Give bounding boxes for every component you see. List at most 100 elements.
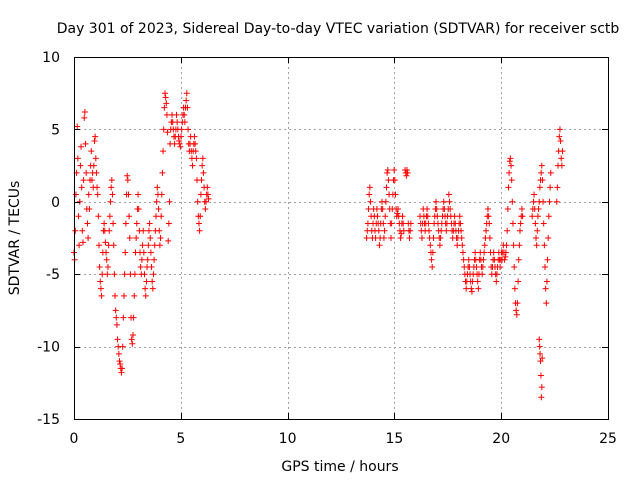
data-point <box>153 198 160 205</box>
data-point <box>383 184 390 191</box>
data-point <box>406 235 413 241</box>
data-point <box>463 285 470 292</box>
data-point <box>164 129 171 136</box>
data-point <box>540 220 547 227</box>
data-point <box>147 235 154 241</box>
data-point <box>176 137 183 144</box>
data-point <box>81 109 88 116</box>
data-point <box>137 263 144 270</box>
data-point <box>366 184 373 191</box>
data-point <box>407 220 414 227</box>
data-point <box>554 184 561 191</box>
data-point <box>479 271 486 278</box>
data-point <box>481 249 488 256</box>
data-point <box>184 104 191 111</box>
data-point <box>556 126 563 133</box>
data-point <box>530 198 537 205</box>
data-point <box>445 191 452 198</box>
data-point <box>547 169 554 176</box>
data-point <box>88 148 95 155</box>
data-point <box>425 220 432 227</box>
data-point <box>485 213 492 220</box>
data-point <box>541 242 548 249</box>
y-tick-label: -5 <box>46 267 60 283</box>
data-point <box>202 206 209 213</box>
data-point <box>159 169 166 176</box>
data-point <box>486 235 493 241</box>
data-point <box>479 263 486 270</box>
grid <box>74 57 608 419</box>
data-point <box>537 350 544 357</box>
data-point <box>91 137 98 144</box>
data-point <box>101 220 108 227</box>
data-point <box>382 198 389 205</box>
data-point <box>165 237 172 244</box>
data-point <box>553 198 560 205</box>
data-point <box>120 314 127 321</box>
data-point <box>539 177 546 184</box>
data-point <box>74 123 81 130</box>
data-point <box>430 235 437 241</box>
data-point <box>106 227 113 234</box>
data-point <box>404 166 411 173</box>
data-point <box>195 220 202 227</box>
data-point <box>513 307 520 314</box>
data-point <box>98 292 105 299</box>
data-point <box>398 230 405 237</box>
data-point <box>163 100 170 107</box>
data-point <box>517 220 524 227</box>
data-point <box>150 271 157 278</box>
data-point <box>538 394 545 401</box>
data-point <box>474 278 481 285</box>
data-point <box>177 143 184 150</box>
data-point <box>121 271 128 278</box>
data-point <box>451 213 458 220</box>
data-point <box>538 162 545 169</box>
data-point <box>203 198 210 205</box>
data-point <box>440 198 447 205</box>
data-point <box>113 321 120 328</box>
data-point <box>458 227 465 234</box>
data-point <box>183 97 190 104</box>
data-point <box>161 104 168 111</box>
data-point <box>558 162 565 169</box>
data-point <box>142 285 149 292</box>
data-point <box>557 137 564 144</box>
data-point <box>181 119 188 126</box>
data-point <box>114 336 121 343</box>
data-point <box>428 256 435 263</box>
data-point <box>385 177 392 184</box>
data-point <box>457 220 464 227</box>
data-point <box>151 242 158 249</box>
data-point <box>543 278 550 285</box>
data-point <box>192 140 199 147</box>
data-point <box>508 162 515 169</box>
data-point <box>366 191 373 198</box>
y-tick-label: 0 <box>51 195 60 211</box>
data-point <box>103 256 110 263</box>
data-point <box>515 278 522 285</box>
data-point <box>200 169 207 176</box>
y-axis-label: SDTVAR / TECUs <box>7 181 23 296</box>
data-point <box>384 166 391 173</box>
data-point <box>142 292 149 299</box>
data-point <box>157 235 164 241</box>
data-point <box>505 184 512 191</box>
data-point <box>95 213 102 220</box>
data-point <box>197 191 204 198</box>
data-point <box>115 350 122 357</box>
data-point <box>473 263 480 270</box>
data-point <box>535 206 542 213</box>
data-point <box>148 263 155 270</box>
data-point <box>76 242 83 249</box>
data-point <box>480 256 487 263</box>
data-point <box>120 292 127 299</box>
data-point <box>138 256 145 263</box>
data-point <box>153 213 160 220</box>
data-point <box>205 195 212 202</box>
data-point <box>97 278 104 285</box>
data-point <box>391 177 398 184</box>
x-axis-label: GPS time / hours <box>281 459 398 475</box>
data-point <box>102 239 109 246</box>
data-point <box>178 126 185 133</box>
